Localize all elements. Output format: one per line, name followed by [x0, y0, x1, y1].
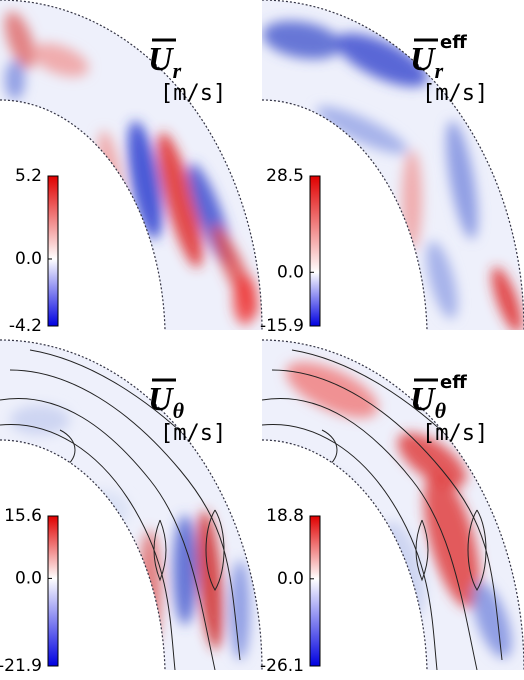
field-blob — [262, 20, 342, 60]
colorbar — [309, 175, 321, 327]
colorbar-tick-label: 18.8 — [266, 506, 304, 526]
panel: Uθ eff [m/s] 18.8 0.0 -26.1 — [260, 339, 524, 676]
field-blob — [31, 43, 89, 77]
panel-title: Uθ — [148, 381, 185, 423]
field-blob — [397, 432, 467, 488]
field-blob — [285, 362, 379, 418]
unit-label: [m/s] — [422, 421, 488, 446]
colorbar — [309, 515, 321, 667]
streamline — [262, 423, 438, 670]
field-blob — [424, 472, 480, 608]
streamline — [415, 519, 429, 582]
colorbar-tick-label: 0.0 — [277, 569, 304, 589]
unit-label: [m/s] — [422, 81, 488, 106]
field-blob — [10, 405, 70, 435]
streamline — [291, 349, 463, 451]
field-blob — [316, 106, 408, 154]
outer-boundary — [0, 339, 263, 671]
superscript: eff — [440, 32, 467, 53]
colorbar-tick-label: 0.0 — [15, 568, 42, 588]
unit-label: [m/s] — [160, 421, 226, 446]
inner-boundary — [0, 439, 166, 671]
inner-boundary — [261, 439, 428, 671]
colorbar-tick-label: 0.0 — [277, 262, 304, 282]
symbol: U — [410, 41, 437, 78]
outer-boundary — [0, 0, 263, 331]
colorbar-tick-label: 15.6 — [4, 506, 42, 526]
outer-boundary — [261, 0, 524, 331]
field — [262, 20, 523, 330]
field-blob — [173, 515, 197, 625]
panel: Ur eff [m/s] 28.5 0.0 -15.9 — [260, 0, 524, 336]
field-background — [262, 0, 524, 330]
streamline — [467, 509, 487, 591]
field-blobs — [262, 20, 523, 330]
colorbar-tick-label: -4.2 — [9, 316, 42, 336]
field-blob — [472, 582, 512, 658]
streamline — [262, 398, 478, 670]
streamline — [153, 519, 167, 582]
field-blob — [4, 11, 36, 69]
panel-title: Ur — [148, 41, 182, 83]
colorbar — [47, 175, 59, 327]
field-blob — [292, 470, 352, 510]
field-blob — [233, 275, 257, 325]
field-blob — [5, 60, 25, 100]
panel-title: Ur eff — [410, 32, 467, 83]
unit-label: [m/s] — [160, 81, 226, 106]
streamline — [29, 349, 201, 451]
colorbar-tick-label: 0.0 — [15, 249, 42, 269]
colorbar-tick-label: 28.5 — [266, 166, 304, 186]
panel: Uθ[m/s] 15.6 0.0 -21.9 — [0, 339, 263, 676]
field-blob — [402, 150, 422, 250]
field-blob — [70, 490, 130, 530]
streamline — [271, 369, 503, 661]
streamline — [9, 369, 241, 661]
subscript: r — [435, 58, 444, 83]
streamline — [205, 509, 225, 591]
field-blob — [426, 241, 458, 319]
symbol: U — [410, 381, 437, 418]
symbol: U — [148, 41, 175, 78]
field-blob — [230, 560, 250, 660]
colorbar-tick-label: -26.1 — [260, 656, 304, 676]
inner-boundary — [0, 99, 166, 331]
field-blob — [138, 530, 162, 650]
colorbar-tick-label: -21.9 — [0, 656, 42, 676]
subscript: θ — [173, 398, 185, 423]
subscript: θ — [435, 398, 447, 423]
field-blob — [336, 33, 428, 87]
inner-boundary — [261, 99, 428, 331]
colorbar — [47, 515, 59, 667]
field-blob — [127, 120, 163, 240]
streamline — [0, 423, 176, 670]
panel: Ur[m/s] 5.2 0.0 -4.2 — [0, 0, 263, 336]
streamline — [0, 398, 216, 670]
panel-title: Uθ eff — [410, 372, 467, 423]
symbol: U — [148, 381, 175, 418]
superscript: eff — [440, 372, 467, 393]
outer-boundary — [261, 339, 524, 671]
field-blob — [491, 266, 523, 330]
colorbar-tick-label: 5.2 — [15, 166, 42, 186]
field-blob — [446, 120, 478, 240]
field-blob — [157, 132, 203, 268]
colorbar-tick-label: -15.9 — [260, 316, 304, 336]
subscript: r — [173, 58, 182, 83]
